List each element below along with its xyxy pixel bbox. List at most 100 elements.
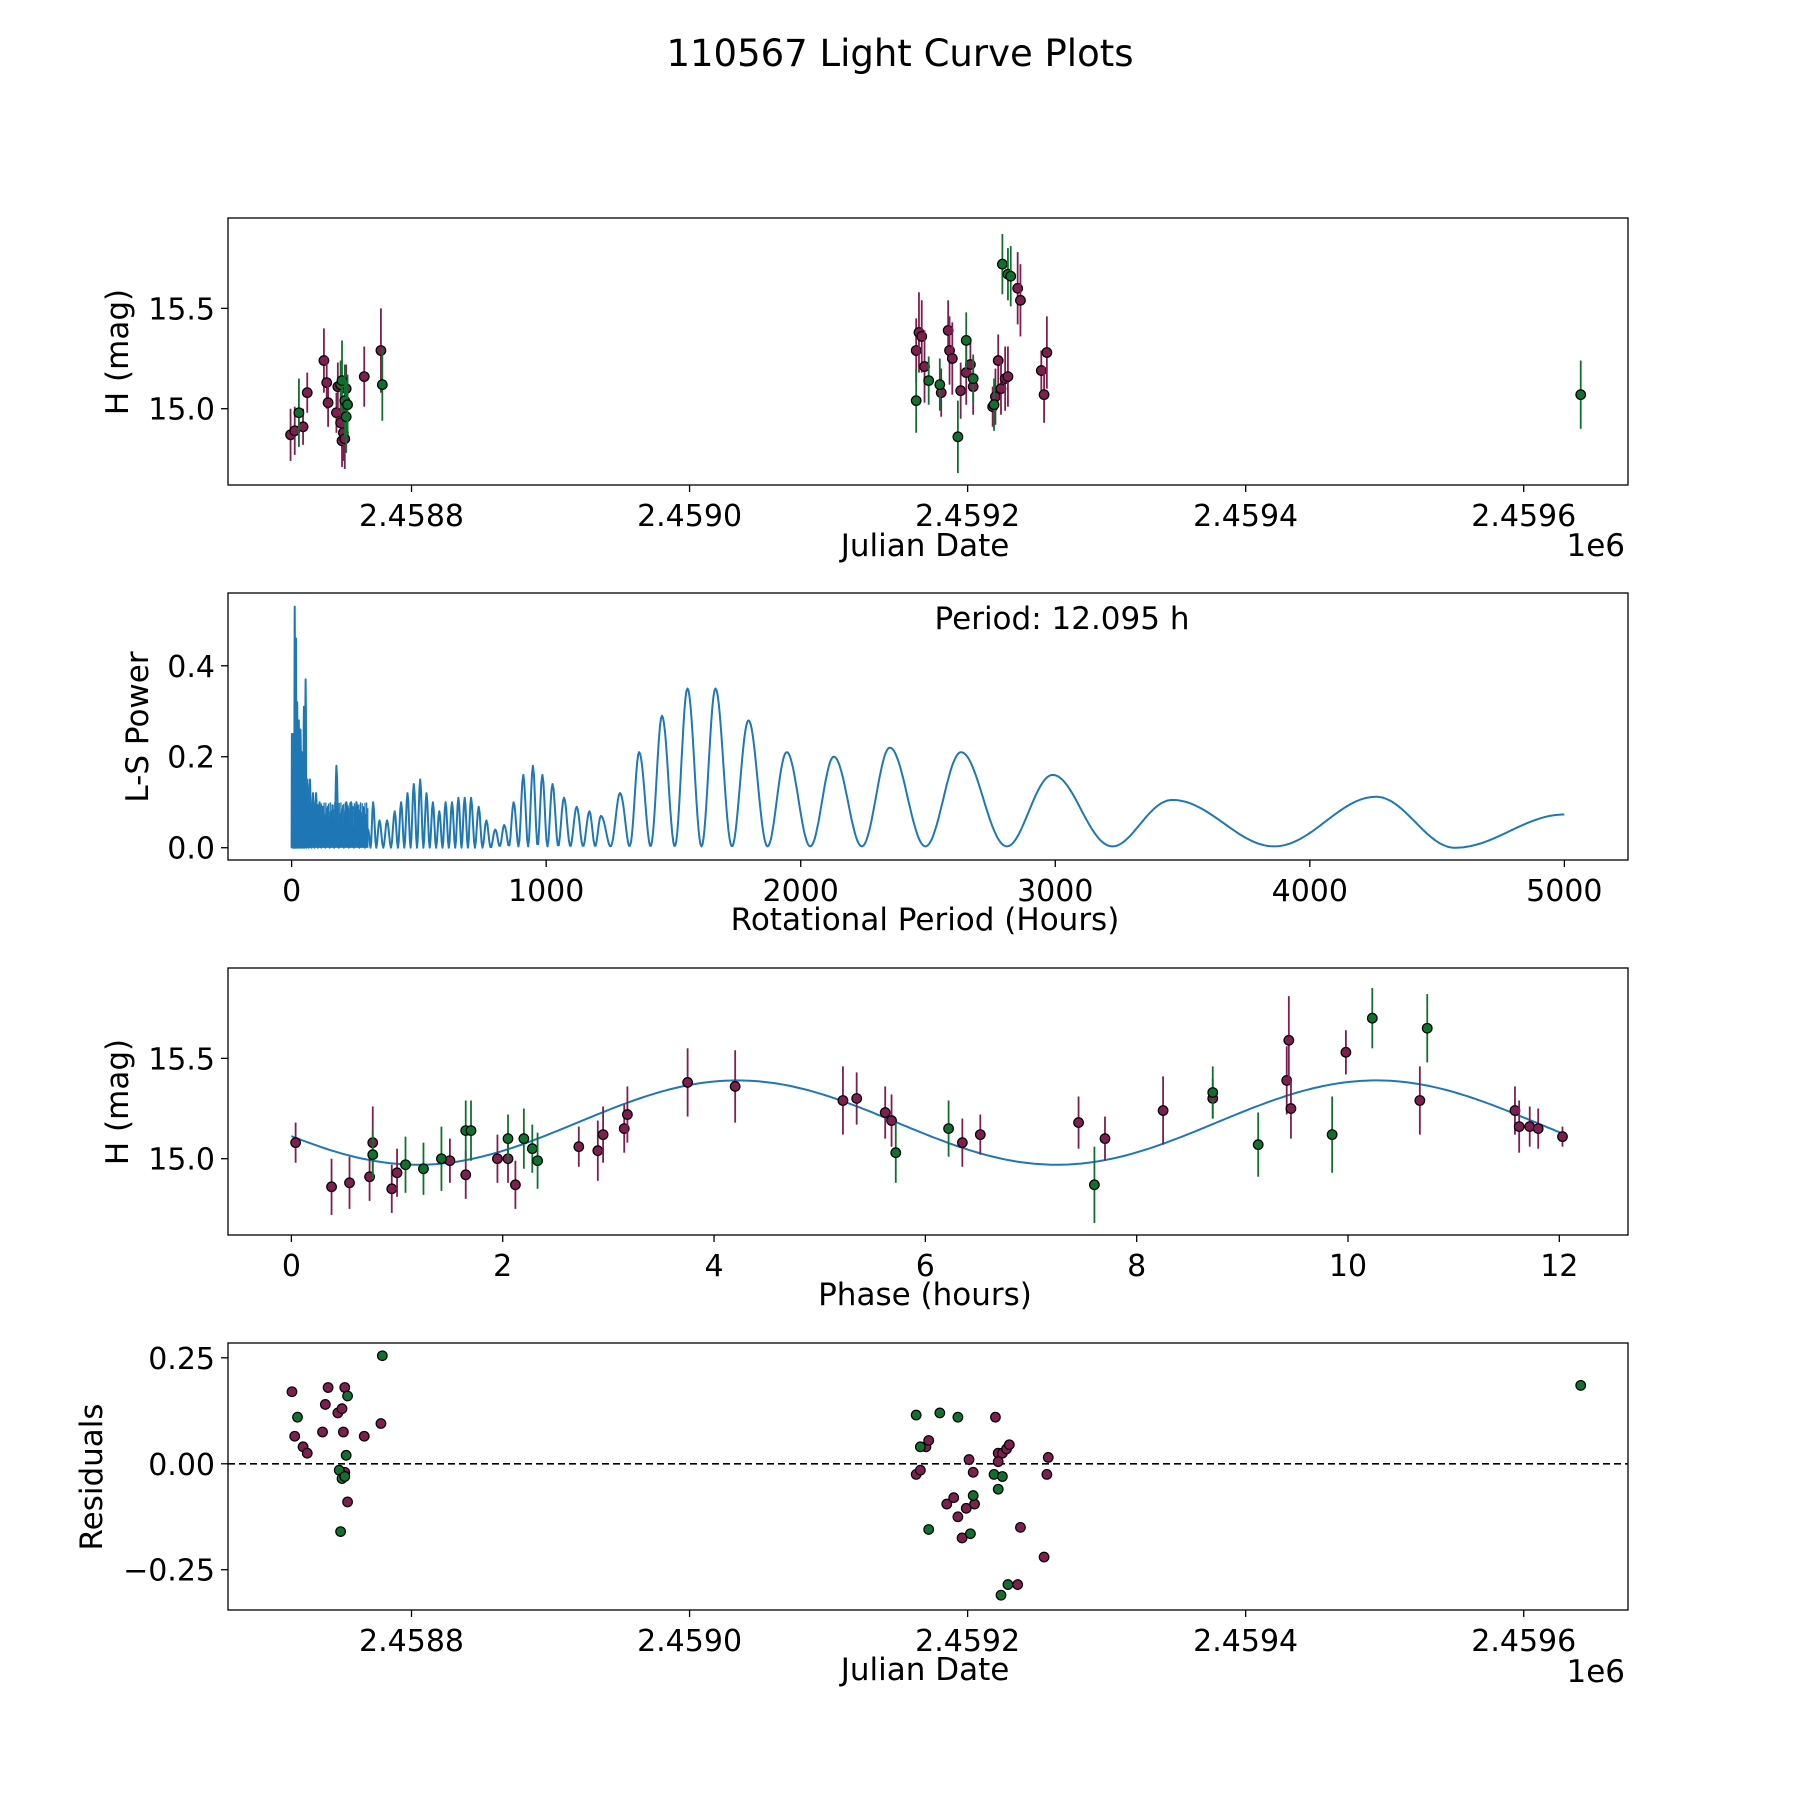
residuals-point-red xyxy=(952,1511,964,1523)
lightcurve-y-tick-label: 15.5 xyxy=(148,292,215,327)
phased-x-tick-label: 12 xyxy=(1540,1249,1578,1284)
residuals-point-green xyxy=(376,1350,388,1362)
lightcurve-point-green xyxy=(960,335,972,346)
residuals-point-green xyxy=(992,1483,1004,1495)
phased-point-red xyxy=(1340,1046,1352,1058)
periodogram-x-tick-label: 5000 xyxy=(1526,874,1602,909)
phased-point-red xyxy=(1414,1095,1426,1106)
phased-point-red xyxy=(1283,1034,1295,1046)
lightcurve-point-red xyxy=(946,353,958,364)
figure-title: 110567 Light Curve Plots xyxy=(666,32,1133,75)
lightcurve-point-green xyxy=(988,399,1000,411)
lightcurve-y-tick-label: 15.0 xyxy=(148,393,215,428)
phased-x-tick-label: 10 xyxy=(1329,1249,1367,1284)
periodogram-y-tick-label: 0.0 xyxy=(167,832,215,867)
phased-point-green xyxy=(1366,1012,1378,1024)
phased-y-tick-label: 15.5 xyxy=(148,1042,215,1077)
residuals-offset-label: 1e6 xyxy=(1566,1654,1625,1690)
lightcurve-point-red xyxy=(1038,389,1050,401)
residuals-point-green xyxy=(952,1411,964,1423)
residuals-point-red xyxy=(358,1430,370,1442)
residuals-point-red xyxy=(342,1496,353,1508)
lightcurve-point-green xyxy=(952,431,964,443)
residuals-point-red xyxy=(990,1411,1001,1423)
lightcurve-x-label: Julian Date xyxy=(839,528,1010,564)
phased-point-green xyxy=(890,1147,902,1159)
residuals-point-red xyxy=(322,1382,334,1393)
periodogram-power-line xyxy=(290,605,1565,849)
lightcurve-offset-label: 1e6 xyxy=(1566,528,1625,564)
residuals-y-tick-label: 0.25 xyxy=(148,1342,215,1377)
residuals-point-red xyxy=(301,1447,313,1459)
lightcurve-x-tick-label: 2.4594 xyxy=(1193,499,1298,534)
lightcurve-point-red xyxy=(1015,294,1026,306)
lightcurve-point-red xyxy=(321,377,333,389)
residuals-point-green xyxy=(340,1449,352,1461)
periodogram-x-tick-label: 4000 xyxy=(1272,874,1348,909)
phased-point-green xyxy=(532,1155,543,1167)
phased-point-green xyxy=(1089,1179,1100,1191)
lightcurve-point-red xyxy=(1002,371,1014,382)
phased-point-green xyxy=(367,1149,379,1161)
phased-point-red xyxy=(592,1145,604,1157)
residuals-point-green xyxy=(995,1589,1007,1601)
phased-axes-frame xyxy=(227,967,1629,1236)
lightcurve-point-red xyxy=(322,397,334,409)
lightcurve-point-green xyxy=(1005,270,1017,282)
phased-point-red xyxy=(956,1137,968,1149)
periodogram-y-tick-label: 0.4 xyxy=(167,650,215,685)
phased-point-red xyxy=(1285,1103,1297,1114)
phased-point-green xyxy=(526,1143,538,1155)
lightcurve-point-green xyxy=(293,407,305,419)
periodogram-annotation: Period: 12.095 h xyxy=(935,601,1190,637)
lightcurve-point-red xyxy=(358,371,370,382)
phased-point-green xyxy=(1252,1139,1264,1151)
residuals-point-red xyxy=(1041,1468,1053,1480)
phased-x-tick-label: 0 xyxy=(282,1249,301,1284)
phased-point-red xyxy=(1073,1117,1084,1128)
phased-point-red xyxy=(729,1081,741,1092)
phased-point-green xyxy=(1421,1022,1433,1034)
periodogram-x-tick-label: 1000 xyxy=(508,874,584,909)
residuals-point-red xyxy=(336,1403,348,1415)
lightcurve-x-tick-label: 2.4588 xyxy=(359,499,464,534)
lightcurve-axes-frame xyxy=(227,217,1629,486)
residuals-point-red xyxy=(941,1498,953,1510)
phased-plot-area: 0 2 4 6 8 10 12 15.0 15.5 xyxy=(148,967,1629,1284)
residuals-point-red xyxy=(319,1399,331,1410)
phased-y-label: H (mag) xyxy=(100,1039,136,1165)
lightcurve-panel: 2.4588 2.4590 2.4592 2.4594 2.4596 15.0 15.5 J… xyxy=(100,217,1629,564)
lightcurve-point-green xyxy=(340,411,352,423)
residuals-point-red xyxy=(375,1418,387,1429)
periodogram-axes-frame xyxy=(227,592,1629,861)
phased-point-red xyxy=(879,1107,891,1118)
phased-point-green xyxy=(1326,1129,1338,1141)
phased-panel: 0 2 4 6 8 10 12 15.0 15.5 Phase (hours) H (mag) xyxy=(100,967,1629,1313)
phased-point-red xyxy=(851,1093,863,1104)
phased-point-red xyxy=(597,1129,609,1141)
lightcurve-x-tick-label: 2.4596 xyxy=(1471,499,1576,534)
lightcurve-point-green xyxy=(934,379,946,391)
phased-point-green xyxy=(502,1133,514,1145)
residuals-y-label: Residuals xyxy=(74,1403,110,1550)
residuals-x-tick-label: 2.4596 xyxy=(1471,1624,1576,1659)
residuals-x-tick-label: 2.4594 xyxy=(1193,1624,1298,1659)
lightcurve-point-red xyxy=(955,385,967,397)
phased-point-red xyxy=(886,1115,897,1126)
residuals-point-green xyxy=(1002,1579,1014,1590)
residuals-point-green xyxy=(923,1524,935,1535)
periodogram-y-tick-label: 0.2 xyxy=(167,741,215,776)
residuals-point-green xyxy=(1575,1379,1587,1391)
lightcurve-point-red xyxy=(301,387,313,399)
residuals-point-red xyxy=(956,1532,968,1544)
residuals-point-green xyxy=(335,1526,347,1537)
phased-point-red xyxy=(682,1077,694,1088)
residuals-point-red xyxy=(1038,1551,1050,1563)
residuals-x-tick-label: 2.4588 xyxy=(359,1624,464,1659)
phased-point-red xyxy=(621,1109,633,1120)
residuals-point-red xyxy=(967,1466,979,1478)
residuals-point-green xyxy=(914,1441,926,1453)
phased-point-red xyxy=(1099,1133,1111,1145)
phased-point-green xyxy=(1207,1087,1219,1098)
lightcurve-x-tick-label: 2.4590 xyxy=(637,499,742,534)
